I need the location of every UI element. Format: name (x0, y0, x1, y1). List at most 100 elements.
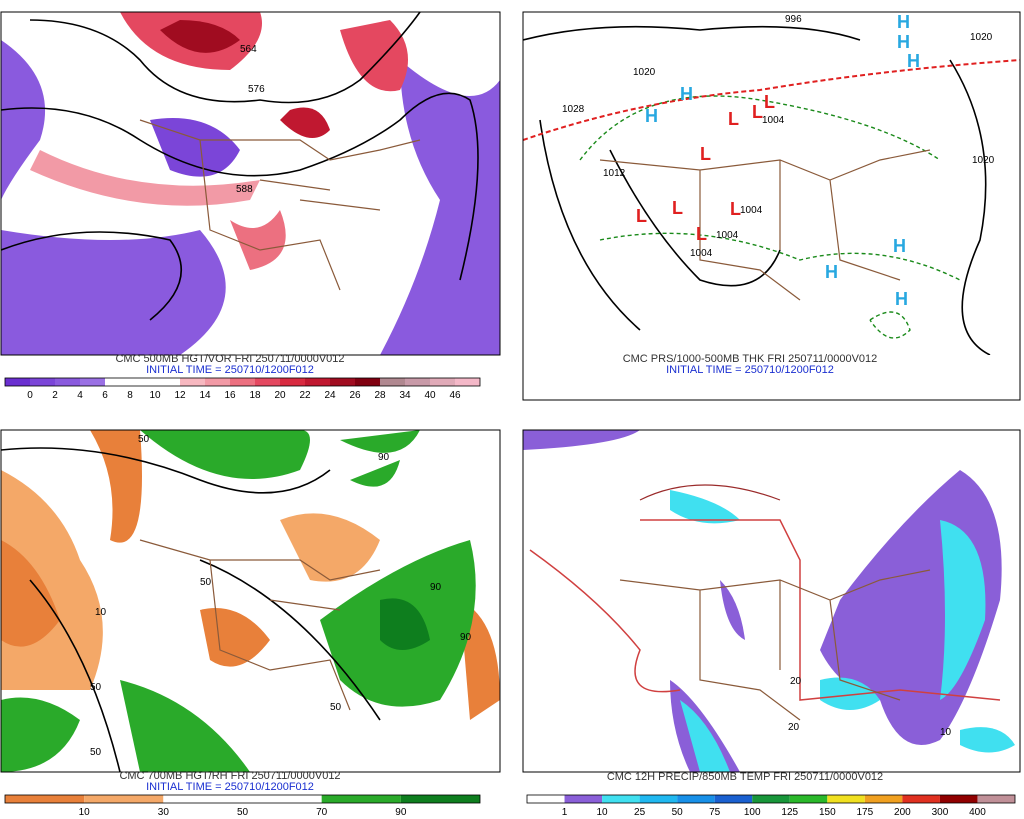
low-symbol: L (752, 102, 763, 122)
colorbar-label: 18 (249, 390, 261, 401)
colorbar-label: 16 (224, 390, 236, 401)
high-symbol: H (907, 51, 920, 71)
colorbar-label: 2 (52, 390, 58, 401)
colorbar-swatch (330, 378, 355, 386)
colorbar-label: 175 (857, 807, 874, 818)
colorbar-swatch (714, 795, 753, 803)
high-symbol: H (895, 289, 908, 309)
contour-label: 50 (90, 682, 102, 693)
colorbar-swatch (30, 378, 55, 386)
caption: CMC 500MB HGT/VOR FRI 250711/0000V012 (115, 353, 344, 365)
contour-label: 90 (430, 582, 442, 593)
initial-time: INITIAL TIME = 250710/1200F012 (146, 364, 314, 376)
high-symbol: H (825, 262, 838, 282)
colorbar-label: 10 (597, 807, 609, 818)
caption: CMC PRS/1000-500MB THK FRI 250711/0000V0… (623, 353, 878, 365)
colorbar-swatch (789, 795, 828, 803)
contour-label: 50 (200, 577, 212, 588)
colorbar-swatch (752, 795, 790, 803)
colorbar-label: 125 (781, 807, 798, 818)
colorbar-swatch (280, 378, 305, 386)
contour-label: 20 (790, 676, 802, 687)
low-symbol: L (696, 224, 707, 244)
colorbar-label: 14 (199, 390, 211, 401)
colorbar-swatch (827, 795, 865, 803)
caption: CMC 12H PRECIP/850MB TEMP FRI 250711/000… (607, 771, 883, 783)
colorbar-frame (526, 794, 1016, 804)
colorbar-label: 20 (274, 390, 286, 401)
initial-time: INITIAL TIME = 250710/1200F012 (666, 364, 834, 376)
colorbar-swatch (180, 378, 205, 386)
low-symbol: L (700, 144, 711, 164)
contour-label: 564 (240, 44, 257, 55)
colorbar-swatch (405, 378, 430, 386)
map-precip: 20 20 10 (523, 430, 1020, 772)
contour-label: 90 (460, 632, 472, 643)
caption: CMC 700MB HGT/RH FRI 250711/0000V012 (119, 770, 340, 782)
colorbar-swatch (527, 795, 565, 803)
colorbar-label: 70 (316, 807, 328, 818)
colorbar-swatch (230, 378, 255, 386)
colorbar-label: 10 (149, 390, 161, 401)
colorbar-label: 26 (349, 390, 361, 401)
map-frame (522, 429, 1021, 773)
colorbar-label: 24 (324, 390, 336, 401)
colorbar-swatch (255, 378, 280, 386)
colorbar-swatch (380, 378, 405, 386)
colorbar-label: 46 (449, 390, 461, 401)
contour-label: 1004 (762, 115, 785, 126)
colorbar-swatch (430, 378, 455, 386)
colorbar-swatch (155, 378, 180, 386)
contour-label: 996 (785, 14, 802, 25)
low-symbol: L (730, 199, 741, 219)
colorbar-label: 10 (79, 807, 91, 818)
colorbar-swatch (400, 795, 480, 803)
colorbar-swatch (977, 795, 1015, 803)
colorbar-swatch (84, 795, 164, 803)
low-symbol: L (672, 198, 683, 218)
contour-label: 50 (90, 747, 102, 758)
colorbar-swatch (105, 378, 130, 386)
initial-time: INITIAL TIME = 250710/1200F012 (146, 781, 314, 793)
colorbar-label: 28 (374, 390, 386, 401)
colorbar-swatch (163, 795, 243, 803)
colorbar-label: 25 (634, 807, 646, 818)
colorbar-swatch (864, 795, 903, 803)
colorbar-swatch (205, 378, 230, 386)
colorbar-label: 50 (672, 807, 684, 818)
colorbar-swatch (902, 795, 940, 803)
map-frame (522, 11, 1021, 401)
colorbar-label: 90 (395, 807, 407, 818)
colorbar-swatch (677, 795, 715, 803)
colorbar-swatch (130, 378, 155, 386)
contour-label: 20 (788, 722, 800, 733)
low-symbol: L (728, 109, 739, 129)
colorbar-swatch (80, 378, 105, 386)
contour-label: 1020 (633, 67, 656, 78)
colorbar-frame (4, 794, 481, 804)
map-frame (0, 11, 501, 356)
colorbar-label: 50 (237, 807, 249, 818)
map-700mb: 50 50 90 10 50 90 50 90 50 (1, 430, 500, 772)
contour-label: 1012 (603, 168, 626, 179)
colorbar-label: 30 (158, 807, 170, 818)
colorbar-swatch (939, 795, 978, 803)
low-symbol: L (764, 92, 775, 112)
contour-label: 1020 (972, 155, 995, 166)
colorbar-swatch (5, 795, 85, 803)
contour-label: 10 (95, 607, 107, 618)
colorbar-swatch (242, 795, 322, 803)
high-symbol: H (645, 106, 658, 126)
colorbar-label: 200 (894, 807, 911, 818)
colorbar-swatch (639, 795, 678, 803)
contour-label: 1020 (970, 32, 993, 43)
colorbar-label: 4 (77, 390, 83, 401)
contour-label: 90 (378, 452, 390, 463)
map-pressure: H H H H H H H H L L L L L L L L 996 1020… (523, 12, 1020, 355)
high-symbol: H (893, 236, 906, 256)
colorbar-label: 8 (127, 390, 133, 401)
colorbar-label: 34 (399, 390, 411, 401)
contour-label: 588 (236, 184, 253, 195)
